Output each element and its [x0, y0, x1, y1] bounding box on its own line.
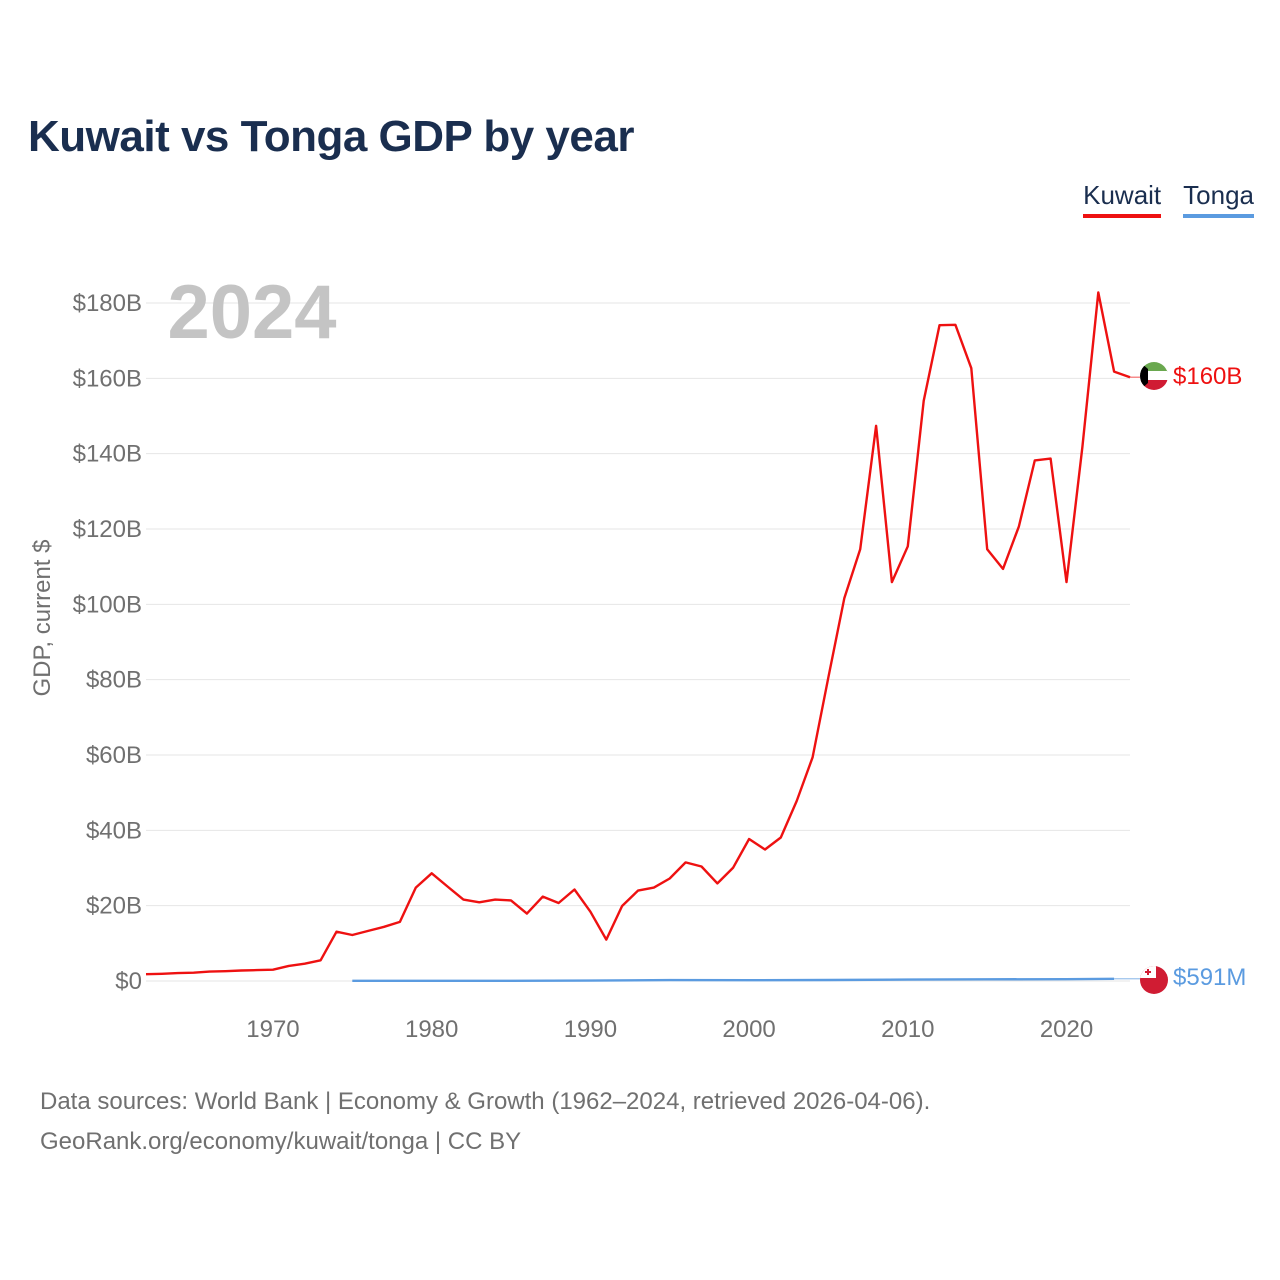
y-tick-label: $120B — [73, 516, 142, 543]
series-lines — [145, 291, 1140, 982]
y-axis-label: GDP, current $ — [29, 540, 56, 697]
year-watermark: 2024 — [167, 270, 336, 355]
tonga-end-label: $591M — [1173, 964, 1246, 991]
legend-item-kuwait[interactable]: Kuwait — [1083, 180, 1162, 218]
chart-title: Kuwait vs Tonga GDP by year — [28, 112, 634, 161]
x-tick-label: 2020 — [1040, 1016, 1093, 1043]
series-line-tonga — [352, 977, 1115, 982]
y-axis-ticks: $0 $20B $40B $60B $80B $100B $120B $140B $160B $1… — [73, 290, 142, 995]
x-tick-label: 1990 — [564, 1016, 617, 1043]
kuwait-flag-icon — [1140, 362, 1168, 390]
x-tick-label: 1970 — [246, 1016, 299, 1043]
gdp-line-chart: 2024 $0 $20B $40B $60B $80B $100B $120B $140B $1… — [29, 270, 1246, 1043]
y-tick-label: $180B — [73, 290, 142, 317]
legend-item-tonga[interactable]: Tonga — [1183, 180, 1254, 218]
y-tick-label: $80B — [86, 667, 142, 694]
grid-lines — [146, 302, 1130, 982]
legend: Kuwait Tonga — [1083, 180, 1254, 218]
tonga-flag-icon — [1140, 966, 1168, 994]
y-tick-label: $20B — [86, 893, 142, 920]
y-tick-label: $0 — [115, 968, 142, 995]
x-tick-label: 2000 — [722, 1016, 775, 1043]
y-tick-label: $160B — [73, 365, 142, 392]
x-axis-ticks: 1970 1980 1990 2000 2010 2020 — [246, 1016, 1093, 1043]
attribution-link[interactable]: GeoRank.org/economy/kuwait/tonga | CC BY — [40, 1128, 522, 1155]
y-tick-label: $40B — [86, 817, 142, 844]
y-tick-label: $140B — [73, 441, 142, 468]
x-tick-label: 1980 — [405, 1016, 458, 1043]
series-line-kuwait — [145, 291, 1131, 976]
y-tick-label: $60B — [86, 742, 142, 769]
footer: Data sources: World Bank | Economy & Gro… — [40, 1082, 930, 1162]
y-tick-label: $100B — [73, 591, 142, 618]
x-tick-label: 2010 — [881, 1016, 934, 1043]
source-note: Data sources: World Bank | Economy & Gro… — [40, 1088, 931, 1115]
kuwait-end-label: $160B — [1173, 363, 1242, 390]
